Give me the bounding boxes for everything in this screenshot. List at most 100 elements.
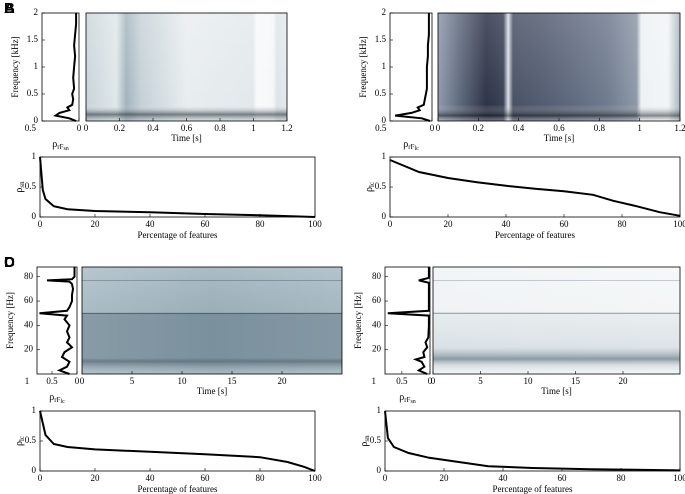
panel-label: C	[4, 254, 15, 271]
x-axis-label: Percentage of features	[495, 230, 575, 240]
curve	[389, 159, 681, 217]
axis-label-part: ρ	[49, 392, 54, 403]
x-tick-label: 0	[428, 376, 433, 386]
x-tick-label: 1	[25, 376, 30, 386]
y-tick-label: 20	[372, 344, 382, 354]
y-tick-label: 80	[372, 271, 382, 281]
axis-label-part: rF	[404, 396, 410, 404]
x-axis-label: Time [s]	[541, 386, 571, 396]
y-axis-label: Frequency [Hz]	[5, 292, 15, 349]
spectrogram-shade	[433, 267, 680, 374]
y-tick-label: 40	[24, 319, 34, 329]
y-tick-label: 0.5	[375, 181, 387, 191]
axis-label-part: ρ	[14, 441, 25, 446]
x-axis-label: Percentage of features	[138, 484, 218, 494]
x-tick-label: 0.4	[513, 123, 525, 133]
x-tick-label: 0	[80, 376, 85, 386]
x-tick-label: 80	[256, 473, 266, 483]
x-tick-label: 0	[436, 123, 441, 133]
x-tick-label: 0	[75, 376, 80, 386]
axis-label-part: lc	[18, 436, 26, 441]
x-tick-label: 80	[618, 219, 628, 229]
axis-label: ρrFlc	[403, 139, 419, 152]
y-tick-label: 0	[32, 211, 37, 221]
x-axis-label: Time [s]	[171, 133, 201, 143]
x-tick-label: 80	[617, 473, 627, 483]
y-tick-label: 60	[24, 295, 34, 305]
y-tick-label: 60	[372, 295, 382, 305]
y-tick-label: 1	[377, 405, 382, 415]
panel-label: B	[4, 0, 15, 17]
x-tick-label: 60	[201, 473, 211, 483]
x-tick-label: 0	[431, 376, 436, 386]
plot-frame	[39, 156, 316, 218]
y-tick-label: 0.5	[25, 181, 37, 191]
x-tick-label: 1.2	[674, 123, 685, 133]
axis-label: ρsn	[14, 181, 25, 193]
y-tick-label: 1	[382, 151, 387, 161]
x-tick-label: 80	[256, 219, 266, 229]
x-tick-label: 0.2	[473, 123, 484, 133]
x-tick-label: 40	[502, 219, 512, 229]
axis-label-part: ρ	[403, 139, 408, 150]
x-tick-label: 0	[84, 123, 89, 133]
x-axis-label: Percentage of features	[493, 484, 573, 494]
y-tick-label: 0	[377, 465, 382, 475]
panel-label: D	[4, 254, 15, 271]
axis-label-part: ρ	[14, 188, 25, 193]
axis-label-part: sn	[410, 399, 415, 405]
axis-label-part: rF	[57, 143, 63, 151]
y-tick-label: 0.5	[370, 435, 382, 445]
plot-frame	[36, 266, 78, 375]
x-tick-label: 0	[430, 123, 435, 133]
y-axis-label: Frequency [Hz]	[353, 292, 363, 349]
y-tick-label: 2	[382, 7, 387, 17]
plot-frame	[432, 266, 681, 375]
y-tick-label: 80	[24, 271, 34, 281]
x-tick-label: 40	[146, 473, 156, 483]
x-tick-label: 60	[558, 473, 568, 483]
x-tick-label: 0.6	[553, 123, 565, 133]
y-tick-label: 40	[372, 319, 382, 329]
x-tick-label: 20	[619, 376, 629, 386]
profile-line	[394, 13, 431, 122]
x-tick-label: 0.8	[594, 123, 606, 133]
axis-label-part: rF	[408, 143, 414, 151]
spectrogram-shade	[86, 13, 287, 121]
plot-frame	[384, 410, 681, 472]
x-tick-label: 0	[38, 219, 43, 229]
plot-frame	[389, 12, 433, 122]
spectrogram-shade	[438, 13, 680, 121]
panel-label: A	[4, 0, 15, 17]
axis-label-part: lc	[368, 182, 376, 187]
x-tick-label: 15	[571, 376, 581, 386]
spectrogram-shade	[82, 267, 342, 374]
x-tick-label: 0.8	[214, 123, 226, 133]
axis-label-part: rF	[54, 396, 60, 404]
y-tick-label: 0.5	[27, 88, 39, 98]
x-tick-label: 20	[278, 376, 288, 386]
x-tick-label: 60	[201, 219, 211, 229]
axis-label: ρrFsn	[399, 392, 416, 405]
y-tick-label: 1.5	[27, 34, 39, 44]
y-tick-label: 0	[382, 115, 387, 125]
x-axis-label: Percentage of features	[138, 230, 218, 240]
x-tick-label: 100	[673, 219, 685, 229]
profile-line	[53, 13, 78, 122]
y-axis-label: Frequency [kHz]	[358, 36, 368, 97]
axis-label-part: sn	[363, 435, 371, 442]
axis-label-part: lc	[414, 146, 419, 152]
x-axis-label: Time [s]	[544, 133, 574, 143]
x-tick-label: 40	[146, 219, 156, 229]
x-tick-label: 0.5	[25, 123, 37, 133]
x-tick-label: 10	[524, 376, 534, 386]
plot-frame	[389, 156, 681, 218]
y-tick-label: 0	[32, 465, 37, 475]
x-tick-label: 100	[308, 219, 322, 229]
y-tick-label: 0	[382, 211, 387, 221]
plot-frame	[39, 410, 316, 472]
axis-label-part: sn	[63, 146, 68, 152]
plot-frame	[81, 266, 343, 375]
x-tick-label: 5	[130, 376, 135, 386]
